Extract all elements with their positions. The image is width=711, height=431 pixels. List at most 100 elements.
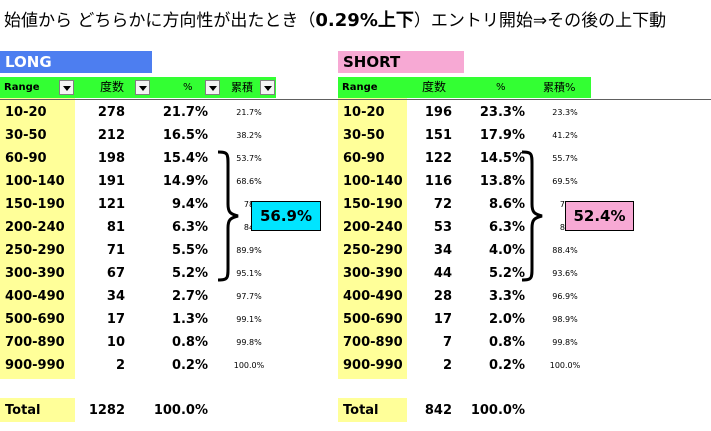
total-pct: 100.0% <box>470 403 525 418</box>
short-range-column-bg <box>338 98 407 379</box>
pct-cell: 0.8% <box>488 335 525 350</box>
table-row: 100-140 116 13.8% 69.5% <box>338 170 638 193</box>
range-cell: 100-140 <box>343 174 403 189</box>
count-cell: 53 <box>433 220 452 235</box>
cum-cell: 95.1% <box>236 269 262 278</box>
table-row: 900-990 2 0.2% 100.0% <box>0 354 300 377</box>
pct-cell: 3.3% <box>488 289 525 304</box>
range-cell: 100-140 <box>5 174 65 189</box>
count-cell: 17 <box>106 312 125 327</box>
long-callout: 56.9% <box>251 201 321 231</box>
short-header-cum: 累積% <box>543 81 576 94</box>
range-cell: 400-490 <box>343 289 403 304</box>
count-cell: 121 <box>97 197 125 212</box>
total-label: Total <box>5 403 41 418</box>
short-bracket <box>521 150 543 282</box>
table-row: 100-140 191 14.9% 68.6% <box>0 170 300 193</box>
count-cell: 196 <box>424 105 452 120</box>
short-header-range: Range <box>342 82 378 93</box>
header-divider <box>0 99 711 100</box>
count-cell: 151 <box>424 128 452 143</box>
cum-cell: 100.0% <box>549 361 581 370</box>
pct-cell: 21.7% <box>162 105 208 120</box>
count-cell: 17 <box>433 312 452 327</box>
table-row: 60-90 198 15.4% 53.7% <box>0 147 300 170</box>
count-cell: 2 <box>442 358 452 373</box>
table-row: 400-490 28 3.3% 96.9% <box>338 285 638 308</box>
table-row: 250-290 71 5.5% 89.9% <box>0 239 300 262</box>
long-header-count: 度数 <box>100 80 125 94</box>
range-cell: 150-190 <box>5 197 65 212</box>
table-row: 300-390 44 5.2% 93.6% <box>338 262 638 285</box>
cum-cell: 53.7% <box>236 154 262 163</box>
range-cell: 150-190 <box>343 197 403 212</box>
table-row: 30-50 212 16.5% 38.2% <box>0 124 300 147</box>
long-header-cum: 累積 <box>231 81 253 94</box>
pct-cell: 8.6% <box>488 197 525 212</box>
long-total-label-bg <box>0 398 75 422</box>
long-cum-filter-dropdown[interactable] <box>260 80 275 95</box>
count-cell: 72 <box>433 197 452 212</box>
range-cell: 300-390 <box>343 266 403 281</box>
count-cell: 212 <box>97 128 125 143</box>
cum-cell: 23.3% <box>552 108 578 117</box>
count-cell: 278 <box>97 105 125 120</box>
cum-cell: 96.9% <box>552 292 578 301</box>
table-row: 30-50 151 17.9% 41.2% <box>338 124 638 147</box>
long-pct-filter-dropdown[interactable] <box>205 80 220 95</box>
count-cell: 7 <box>442 335 452 350</box>
range-cell: 700-890 <box>343 335 403 350</box>
pct-cell: 5.2% <box>488 266 525 281</box>
cum-cell: 98.9% <box>552 315 578 324</box>
total-count: 1282 <box>88 403 125 418</box>
total-pct: 100.0% <box>153 403 208 418</box>
table-row: 300-390 67 5.2% 95.1% <box>0 262 300 285</box>
range-cell: 700-890 <box>5 335 65 350</box>
table-row: 10-20 278 21.7% 21.7% <box>0 101 300 124</box>
long-count-filter-dropdown[interactable] <box>135 80 150 95</box>
count-cell: 2 <box>115 358 125 373</box>
pct-cell: 6.3% <box>171 220 208 235</box>
cum-cell: 84 <box>243 223 255 232</box>
short-header-pct: % <box>496 82 506 93</box>
count-cell: 44 <box>433 266 452 281</box>
cum-cell: 78 <box>243 200 255 209</box>
pct-cell: 2.0% <box>488 312 525 327</box>
cum-cell: 55.7% <box>552 154 578 163</box>
pct-cell: 16.5% <box>162 128 208 143</box>
pct-cell: 0.2% <box>488 358 525 373</box>
count-cell: 10 <box>106 335 125 350</box>
pct-cell: 13.8% <box>479 174 525 189</box>
pct-cell: 1.3% <box>171 312 208 327</box>
cum-cell: 88.4% <box>552 246 578 255</box>
pct-cell: 6.3% <box>488 220 525 235</box>
cum-cell: 21.7% <box>236 108 262 117</box>
pct-cell: 2.7% <box>171 289 208 304</box>
range-cell: 400-490 <box>5 289 65 304</box>
long-bracket <box>217 150 239 282</box>
count-cell: 191 <box>97 174 125 189</box>
cum-cell: 93.6% <box>552 269 578 278</box>
table-row: 500-690 17 1.3% 99.1% <box>0 308 300 331</box>
cum-cell: 69.5% <box>552 177 578 186</box>
range-cell: 60-90 <box>343 151 385 166</box>
long-range-filter-dropdown[interactable] <box>59 80 74 95</box>
long-header-row: Range 度数 % 累積 <box>0 77 276 98</box>
cum-cell: 68.6% <box>236 177 262 186</box>
short-label: SHORT <box>338 51 464 73</box>
table-row: 400-490 34 2.7% 97.7% <box>0 285 300 308</box>
long-total-row: Total 1282 100.0% <box>0 399 300 422</box>
pct-cell: 14.9% <box>162 174 208 189</box>
count-cell: 67 <box>106 266 125 281</box>
table-row: 200-240 81 6.3% 84 <box>0 216 300 239</box>
title-suffix: ）エントリ開始⇒その後の上下動 <box>413 11 667 31</box>
cum-cell: 38.2% <box>236 131 262 140</box>
title-threshold: 0.29%上下 <box>315 10 414 31</box>
table-row: 60-90 122 14.5% 55.7% <box>338 147 638 170</box>
range-cell: 200-240 <box>5 220 65 235</box>
short-header-row: Range 度数 % 累積% <box>338 77 591 98</box>
range-cell: 300-390 <box>5 266 65 281</box>
count-cell: 116 <box>424 174 452 189</box>
count-cell: 71 <box>106 243 125 258</box>
